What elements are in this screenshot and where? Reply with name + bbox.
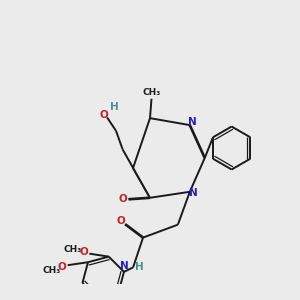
Text: CH₃: CH₃ <box>142 88 160 97</box>
Text: O: O <box>80 247 88 257</box>
Text: O: O <box>116 216 125 226</box>
Text: H: H <box>110 102 119 112</box>
Text: H: H <box>135 262 143 272</box>
Text: CH₃: CH₃ <box>64 245 82 254</box>
Text: O: O <box>100 110 109 120</box>
Text: N: N <box>188 117 197 127</box>
Text: N: N <box>189 188 198 198</box>
Text: O: O <box>119 194 128 204</box>
Text: N: N <box>120 261 129 271</box>
Text: O: O <box>58 262 67 272</box>
Text: CH₃: CH₃ <box>42 266 60 275</box>
